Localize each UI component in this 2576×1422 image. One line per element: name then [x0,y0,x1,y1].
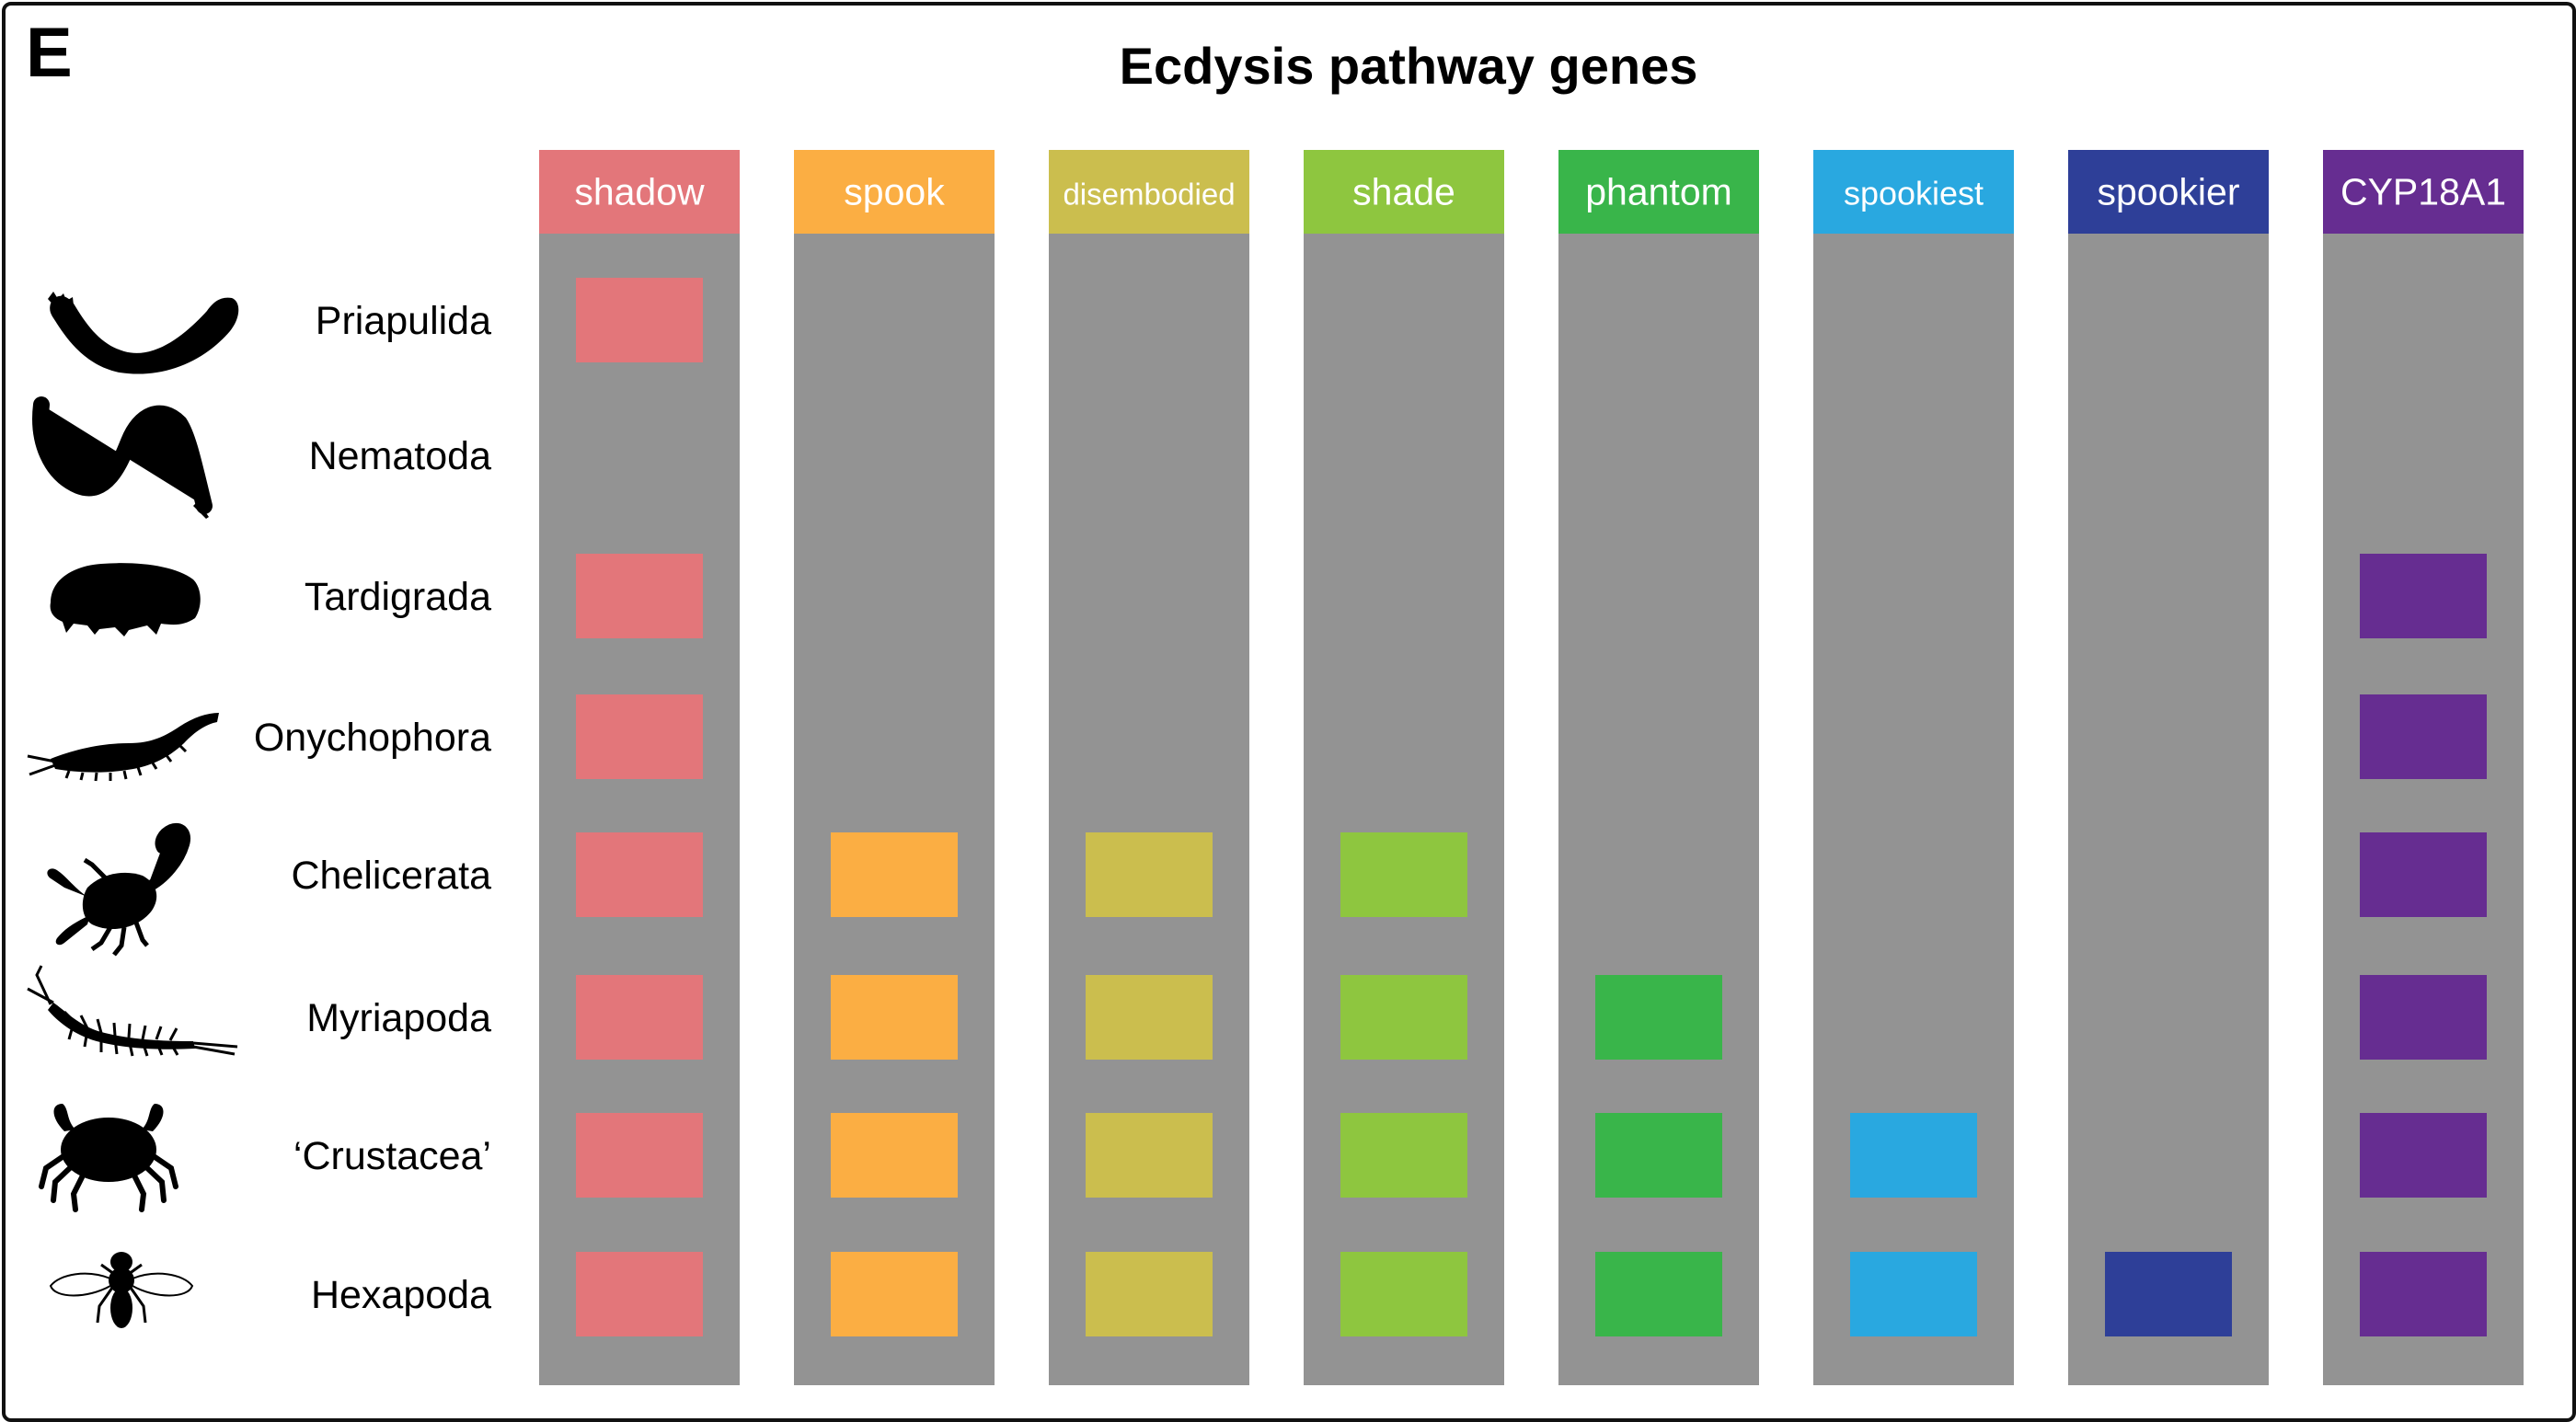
gene-column-5 [1813,150,2014,1385]
velvet-worm-icon [27,713,219,782]
gene-column-4 [1558,150,1759,1385]
taxon-label: ‘Crustacea’ [293,1134,491,1178]
taxon-label: Priapulida [316,299,491,343]
presence-cell [2360,554,2487,638]
presence-cell [831,975,958,1060]
crab-icon [39,1104,178,1212]
presence-cell [2105,1252,2232,1336]
chart-title: Ecdysis pathway genes [1119,37,1698,95]
taxon-label: Chelicerata [292,854,492,898]
gene-header-label: CYP18A1 [2340,171,2506,213]
fly-icon [49,1252,194,1328]
gene-column-1 [794,150,995,1385]
presence-cell [1086,1252,1213,1336]
gene-column-2 [1049,150,1249,1385]
presence-cell [831,832,958,917]
gene-header-label: phantom [1585,171,1732,213]
gene-header-box [1813,150,2014,234]
presence-cell [1340,832,1467,917]
presence-cell [1850,1252,1977,1336]
presence-cell [1340,1113,1467,1198]
presence-cell [1086,975,1213,1060]
taxon-label: Hexapoda [311,1273,491,1317]
gene-header-box [1558,150,1759,234]
presence-cell [2360,1252,2487,1336]
priapulid-worm-icon [48,292,239,374]
presence-cell [2360,1113,2487,1198]
presence-cell [576,975,703,1060]
taxon-label: Onychophora [254,716,491,760]
presence-cell [831,1252,958,1336]
gene-header-label: disembodied [1063,178,1235,212]
presence-cell [576,1113,703,1198]
gene-header-box [539,150,740,234]
presence-cell [1595,1252,1722,1336]
gene-header-box [1304,150,1504,234]
gene-column-3 [1304,150,1504,1385]
presence-cell [1340,1252,1467,1336]
gene-header-label: spook [844,171,945,213]
presence-cell [2360,975,2487,1060]
presence-cell [1595,1113,1722,1198]
gene-header-label: spookier [2098,171,2240,213]
gene-header-box [794,150,995,234]
gene-header-label: shade [1352,171,1455,213]
panel-letter: E [26,14,73,92]
presence-cell [1086,1113,1213,1198]
taxon-label: Myriapoda [306,996,491,1040]
gene-column-6 [2068,150,2269,1385]
presence-cell [2360,694,2487,779]
gene-header-box [1049,150,1249,234]
gene-header-label: spookiest [1844,175,1984,212]
taxon-label: Nematoda [309,434,491,478]
presence-cell [576,832,703,917]
gene-header-box [2323,150,2524,234]
tardigrade-icon [50,563,201,636]
taxon-label: Tardigrada [305,575,491,619]
presence-cell [831,1113,958,1198]
presence-cell [576,278,703,362]
scorpion-icon [47,822,190,957]
presence-cell [1595,975,1722,1060]
presence-cell [2360,832,2487,917]
centipede-icon [27,965,238,1057]
presence-cell [1850,1113,1977,1198]
gene-header-box [2068,150,2269,234]
presence-cell [576,554,703,638]
presence-cell [576,1252,703,1336]
presence-cell [1340,975,1467,1060]
presence-cell [576,694,703,779]
nematode-worm-icon [32,396,213,519]
gene-header-label: shadow [574,171,705,213]
presence-cell [1086,832,1213,917]
